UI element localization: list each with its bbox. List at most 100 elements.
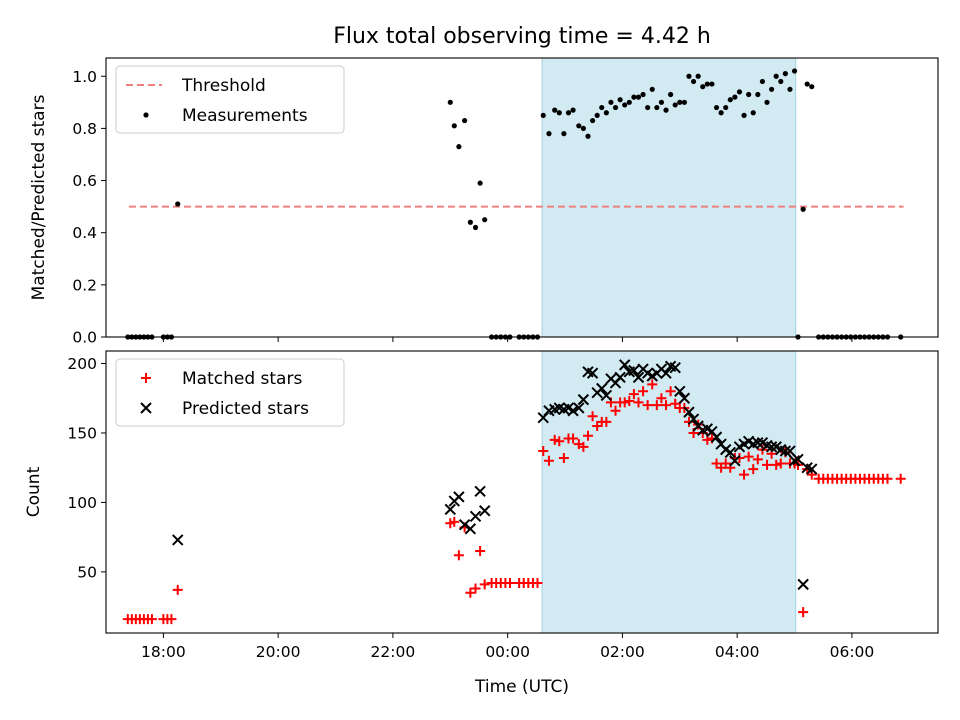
data-point (628, 364, 640, 377)
data-point (787, 86, 793, 92)
data-point (755, 91, 761, 98)
data-point (681, 99, 687, 105)
data-point (635, 94, 642, 100)
data-point (752, 436, 764, 449)
data-point (782, 71, 788, 77)
legend-box (115, 358, 345, 427)
data-point (561, 131, 567, 137)
data-point (651, 400, 662, 411)
data-point (568, 433, 579, 444)
y-tick-label: 150 (67, 424, 97, 442)
data-point (778, 78, 784, 85)
data-point (804, 81, 810, 87)
data-point (552, 107, 558, 113)
data-point (649, 86, 655, 92)
axes-frame (105, 57, 939, 338)
y-tick-label: 1.0 (72, 68, 97, 86)
series-matched-stars (122, 379, 906, 625)
data-point (631, 94, 637, 100)
data-point (658, 99, 665, 105)
data-point (582, 430, 593, 441)
data-point (788, 455, 801, 467)
data-point (672, 102, 678, 108)
data-point (549, 434, 560, 445)
x-axis-label: Time (UTC) (474, 677, 569, 697)
data-point (565, 110, 572, 116)
data-point (538, 446, 549, 457)
data-point (580, 125, 586, 132)
x-tick-label: 06:00 (830, 643, 875, 661)
legend-label: Threshold (181, 76, 266, 96)
data-point (589, 117, 596, 124)
data-point (469, 510, 482, 523)
data-point (601, 416, 612, 427)
data-point (686, 73, 692, 79)
data-point (166, 614, 177, 625)
x-tick-label: 22:00 (371, 643, 416, 661)
data-point (775, 458, 786, 469)
data-point (690, 78, 697, 85)
data-point (451, 123, 457, 129)
data-point (474, 485, 486, 498)
data-point (678, 392, 691, 404)
data-point (632, 371, 645, 384)
data-point (532, 577, 543, 588)
data-point (809, 84, 815, 90)
data-point (477, 180, 483, 186)
y-tick-label: 0.6 (72, 172, 97, 190)
data-point (765, 441, 778, 453)
data-point (645, 104, 651, 111)
data-point (596, 382, 608, 395)
data-point (683, 406, 695, 418)
x-tick-label: 00:00 (485, 643, 530, 661)
legend: Threshold Measurements (115, 65, 345, 134)
data-point (882, 473, 893, 484)
data-point (683, 416, 694, 427)
legend-swatch (141, 373, 151, 383)
data-point (586, 367, 599, 379)
data-point (600, 389, 613, 402)
x-tick-label: 04:00 (715, 643, 760, 661)
data-point (764, 99, 770, 105)
data-point (172, 534, 184, 546)
legend-label: Matched stars (182, 369, 302, 389)
legend-swatch (143, 112, 149, 118)
data-point (640, 91, 646, 98)
data-point (576, 123, 582, 129)
data-point (619, 397, 630, 408)
data-point (741, 112, 747, 118)
data-point (647, 379, 658, 390)
data-point (465, 587, 476, 598)
series-predicted-stars (172, 359, 818, 591)
data-point (546, 131, 552, 137)
observing-window-span (541, 57, 797, 338)
data-point (752, 454, 763, 465)
axes-frame (105, 350, 939, 634)
data-point (779, 445, 792, 457)
data-point (475, 546, 486, 557)
data-point (687, 413, 700, 425)
data-point (612, 104, 619, 111)
data-point (556, 110, 562, 116)
data-point (608, 99, 614, 105)
data-point (759, 78, 766, 85)
data-point (736, 89, 743, 95)
data-point (146, 614, 157, 625)
data-point (674, 385, 686, 397)
data-point (449, 516, 460, 527)
data-point (656, 393, 667, 404)
data-point (739, 469, 750, 480)
y-tick-label: 200 (67, 355, 97, 373)
data-point (467, 219, 473, 225)
data-point (554, 436, 565, 447)
data-point (577, 393, 590, 406)
data-point (558, 452, 569, 463)
data-point (734, 452, 745, 463)
data-point (798, 607, 809, 618)
data-point (622, 102, 628, 108)
data-point (669, 361, 681, 374)
data-point (806, 463, 818, 475)
data-point (543, 455, 554, 466)
data-point (594, 112, 600, 118)
data-point (695, 73, 701, 79)
